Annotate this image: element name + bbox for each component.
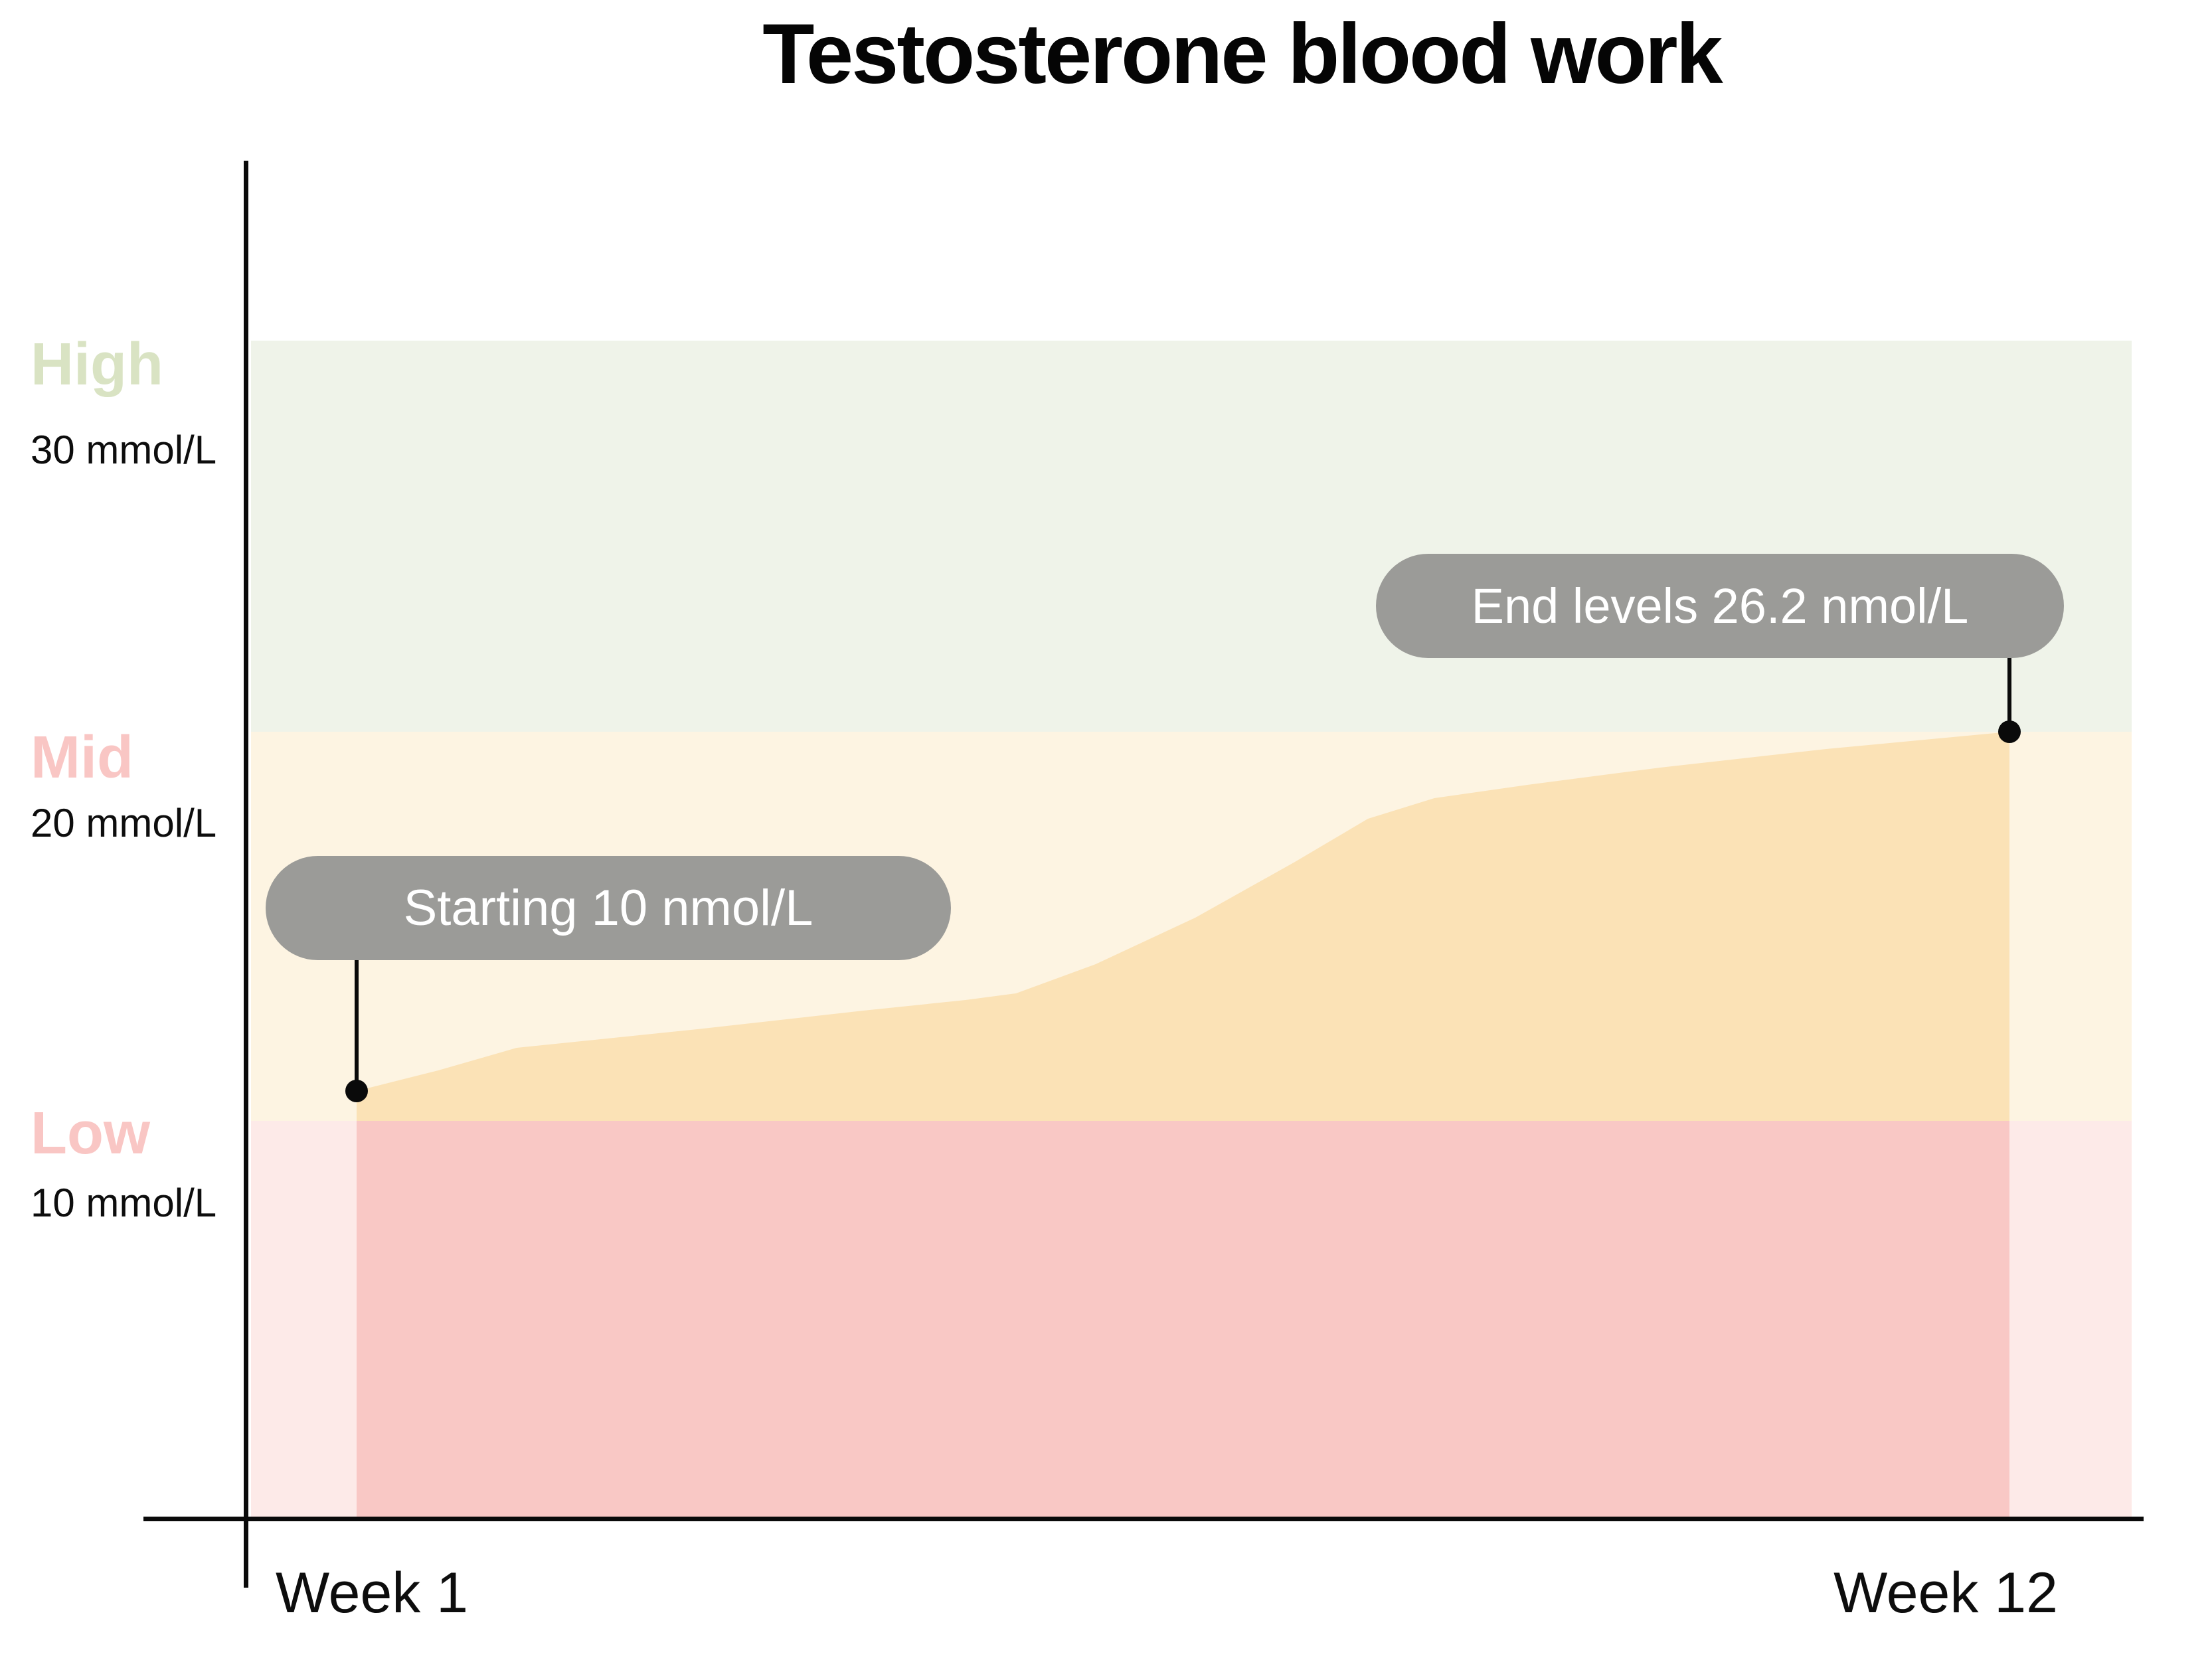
area-series: [357, 732, 2009, 1121]
band-label-low: Low: [31, 1100, 150, 1167]
y-axis-line: [244, 161, 248, 1588]
band-label-mid: Mid: [31, 724, 133, 791]
threshold-label-20: 20 mmol/L: [31, 801, 217, 845]
band-low-active-range: [357, 1121, 2009, 1519]
chart-title: Testosterone blood work: [762, 7, 1723, 102]
end-annotation-pill: End levels 26.2 nmol/L: [1376, 554, 2064, 658]
start-annotation-pill: Starting 10 nmol/L: [266, 856, 951, 960]
threshold-label-30: 30 mmol/L: [31, 428, 217, 472]
x-label-week-1: Week 1: [276, 1561, 468, 1625]
band-high: [251, 341, 2132, 732]
end-point-marker: [1998, 720, 2021, 743]
end-annotation-connector: [2007, 657, 2011, 733]
x-label-week-12: Week 12: [1833, 1561, 2058, 1625]
threshold-label-10: 10 mmol/L: [31, 1181, 217, 1225]
band-label-high: High: [31, 331, 163, 398]
start-point-marker: [345, 1080, 368, 1102]
start-annotation-connector: [355, 960, 359, 1092]
x-axis-line: [143, 1517, 2144, 1521]
